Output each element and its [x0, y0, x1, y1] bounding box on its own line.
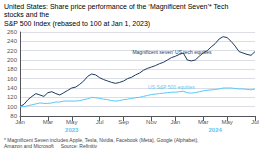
- svg-text:* Magnificent Seven includes A: * Magnificent Seven includes Apple, Tesl…: [4, 137, 200, 143]
- svg-text:160: 160: [7, 76, 18, 82]
- svg-text:Mar: Mar: [43, 119, 53, 125]
- svg-text:stocks and the: stocks and the: [4, 11, 49, 18]
- svg-text:‘Magnificent seven’ US tech eq: ‘Magnificent seven’ US tech equities: [131, 49, 212, 55]
- svg-text:80: 80: [10, 113, 17, 119]
- svg-text:Jan: Jan: [15, 119, 25, 125]
- svg-text:Mar: Mar: [198, 119, 208, 125]
- svg-text:240: 240: [7, 38, 18, 44]
- svg-text:100: 100: [7, 104, 18, 110]
- svg-text:2023: 2023: [65, 127, 79, 133]
- svg-text:US S&P 500 equities: US S&P 500 equities: [148, 84, 195, 90]
- svg-text:Sep: Sep: [118, 119, 129, 125]
- svg-text:220: 220: [7, 48, 18, 54]
- svg-text:120: 120: [7, 94, 18, 100]
- svg-text:May: May: [66, 119, 77, 125]
- svg-text:200: 200: [7, 57, 18, 63]
- svg-text:Jul: Jul: [251, 119, 259, 125]
- svg-text:260: 260: [7, 29, 18, 35]
- svg-text:S&P 500 Index (rebased to 100: S&P 500 Index (rebased to 100 at Jan 1, …: [4, 20, 150, 28]
- svg-text:Nov: Nov: [146, 119, 157, 125]
- svg-text:United States: Share price per: United States: Share price performance o…: [4, 3, 230, 11]
- svg-text:140: 140: [7, 85, 18, 91]
- svg-text:Jul: Jul: [96, 119, 104, 125]
- svg-text:May: May: [221, 119, 232, 125]
- svg-text:2024: 2024: [208, 127, 222, 133]
- svg-text:180: 180: [7, 66, 18, 72]
- svg-text:Amazon and Microsoft Sourc: Amazon and Microsoft Source: Refinitiv: [4, 143, 98, 149]
- svg-text:Jan: Jan: [170, 119, 180, 125]
